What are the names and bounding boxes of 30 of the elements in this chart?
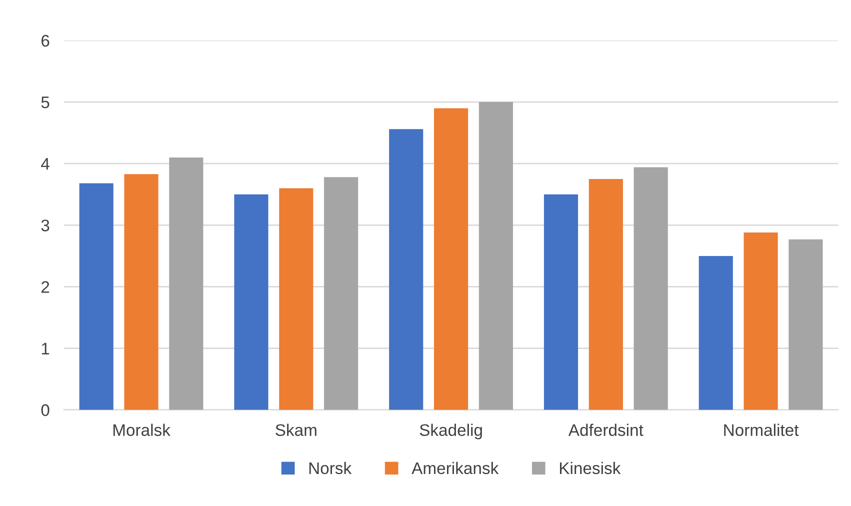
y-tick-label: 0 bbox=[41, 404, 50, 416]
legend-label: Amerikansk bbox=[412, 462, 499, 474]
bar bbox=[478, 102, 513, 410]
x-tick-label: Moralsk bbox=[113, 424, 170, 436]
bar bbox=[434, 108, 468, 410]
y-tick-label: 5 bbox=[41, 96, 50, 108]
bar bbox=[79, 183, 114, 410]
bar bbox=[744, 232, 778, 410]
bar bbox=[124, 174, 158, 410]
bar bbox=[279, 188, 314, 410]
y-tick-label: 1 bbox=[42, 342, 50, 354]
bar bbox=[234, 194, 268, 410]
y-tick-label: 2 bbox=[42, 281, 50, 293]
bar bbox=[788, 239, 823, 410]
y-tick-label: 4 bbox=[41, 158, 50, 170]
bar bbox=[588, 178, 623, 410]
x-tick-label: Adferdsint bbox=[568, 424, 644, 436]
legend-label: Kinesisk bbox=[560, 462, 621, 474]
bar bbox=[324, 177, 358, 410]
y-tick-label: 6 bbox=[42, 34, 50, 47]
bar bbox=[698, 256, 733, 410]
bar bbox=[544, 194, 578, 410]
x-tick-label: Skadelig bbox=[420, 424, 482, 440]
bar bbox=[389, 129, 424, 410]
x-tick-label: Normalitet bbox=[724, 424, 799, 436]
y-tick-label: 3 bbox=[41, 220, 50, 232]
legend-label: Norsk bbox=[309, 462, 352, 474]
bar bbox=[634, 167, 668, 410]
x-tick-label: Skam bbox=[276, 424, 316, 436]
bar bbox=[169, 157, 204, 410]
